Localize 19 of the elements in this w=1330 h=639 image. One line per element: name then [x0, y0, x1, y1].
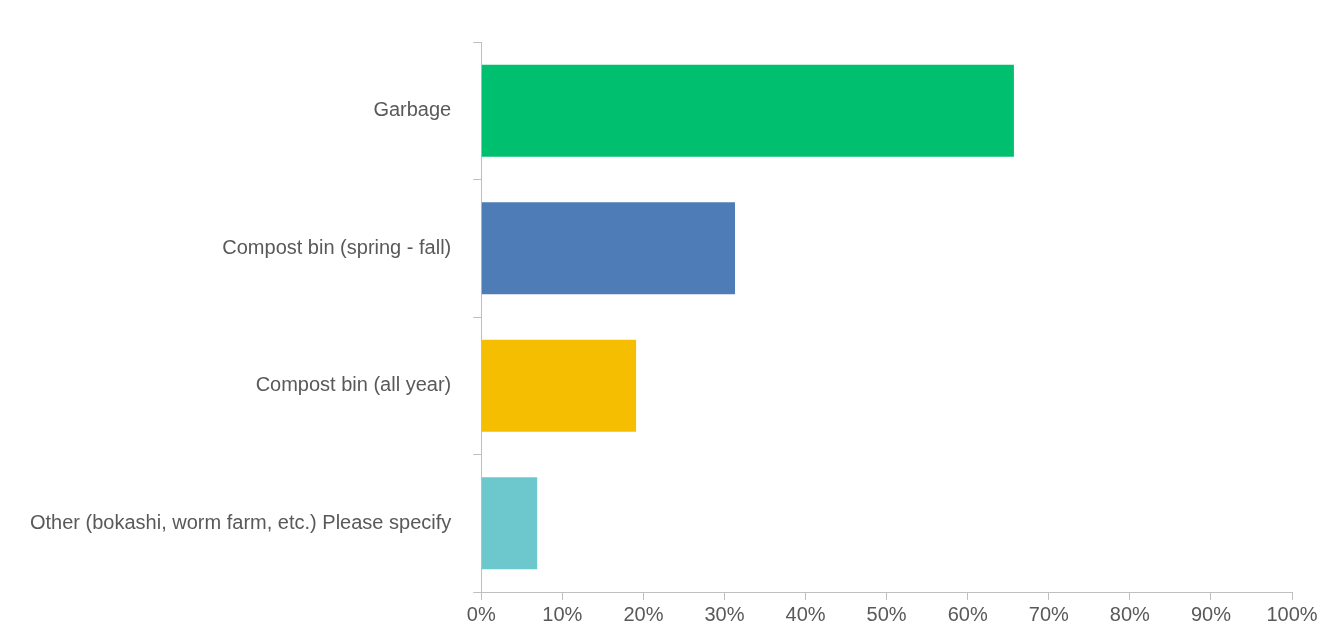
x-tick-label: 100%: [1266, 602, 1318, 625]
y-tick-label: Compost bin (spring - fall): [222, 235, 452, 258]
x-tick-label: 40%: [785, 602, 826, 625]
x-tick-label: 20%: [623, 602, 664, 625]
y-tick-label: Garbage: [373, 98, 452, 121]
x-tick-label: 10%: [542, 602, 583, 625]
bar: [481, 202, 736, 295]
y-tick-label: Compost bin (all year): [255, 373, 452, 396]
x-tick-label: 50%: [866, 602, 907, 625]
x-tick-label: 80%: [1109, 602, 1151, 625]
y-tick-label: Other (bokashi, worm farm, etc.) Please specify: [30, 510, 452, 533]
bar: [481, 64, 1014, 157]
x-tick-label: 0%: [466, 602, 496, 625]
x-tick-label: 90%: [1190, 602, 1232, 625]
x-tick-label: 60%: [947, 602, 988, 625]
bar: [481, 339, 637, 432]
x-tick-label: 30%: [704, 602, 745, 625]
x-tick-label: 70%: [1028, 602, 1070, 625]
bar: [481, 477, 538, 570]
